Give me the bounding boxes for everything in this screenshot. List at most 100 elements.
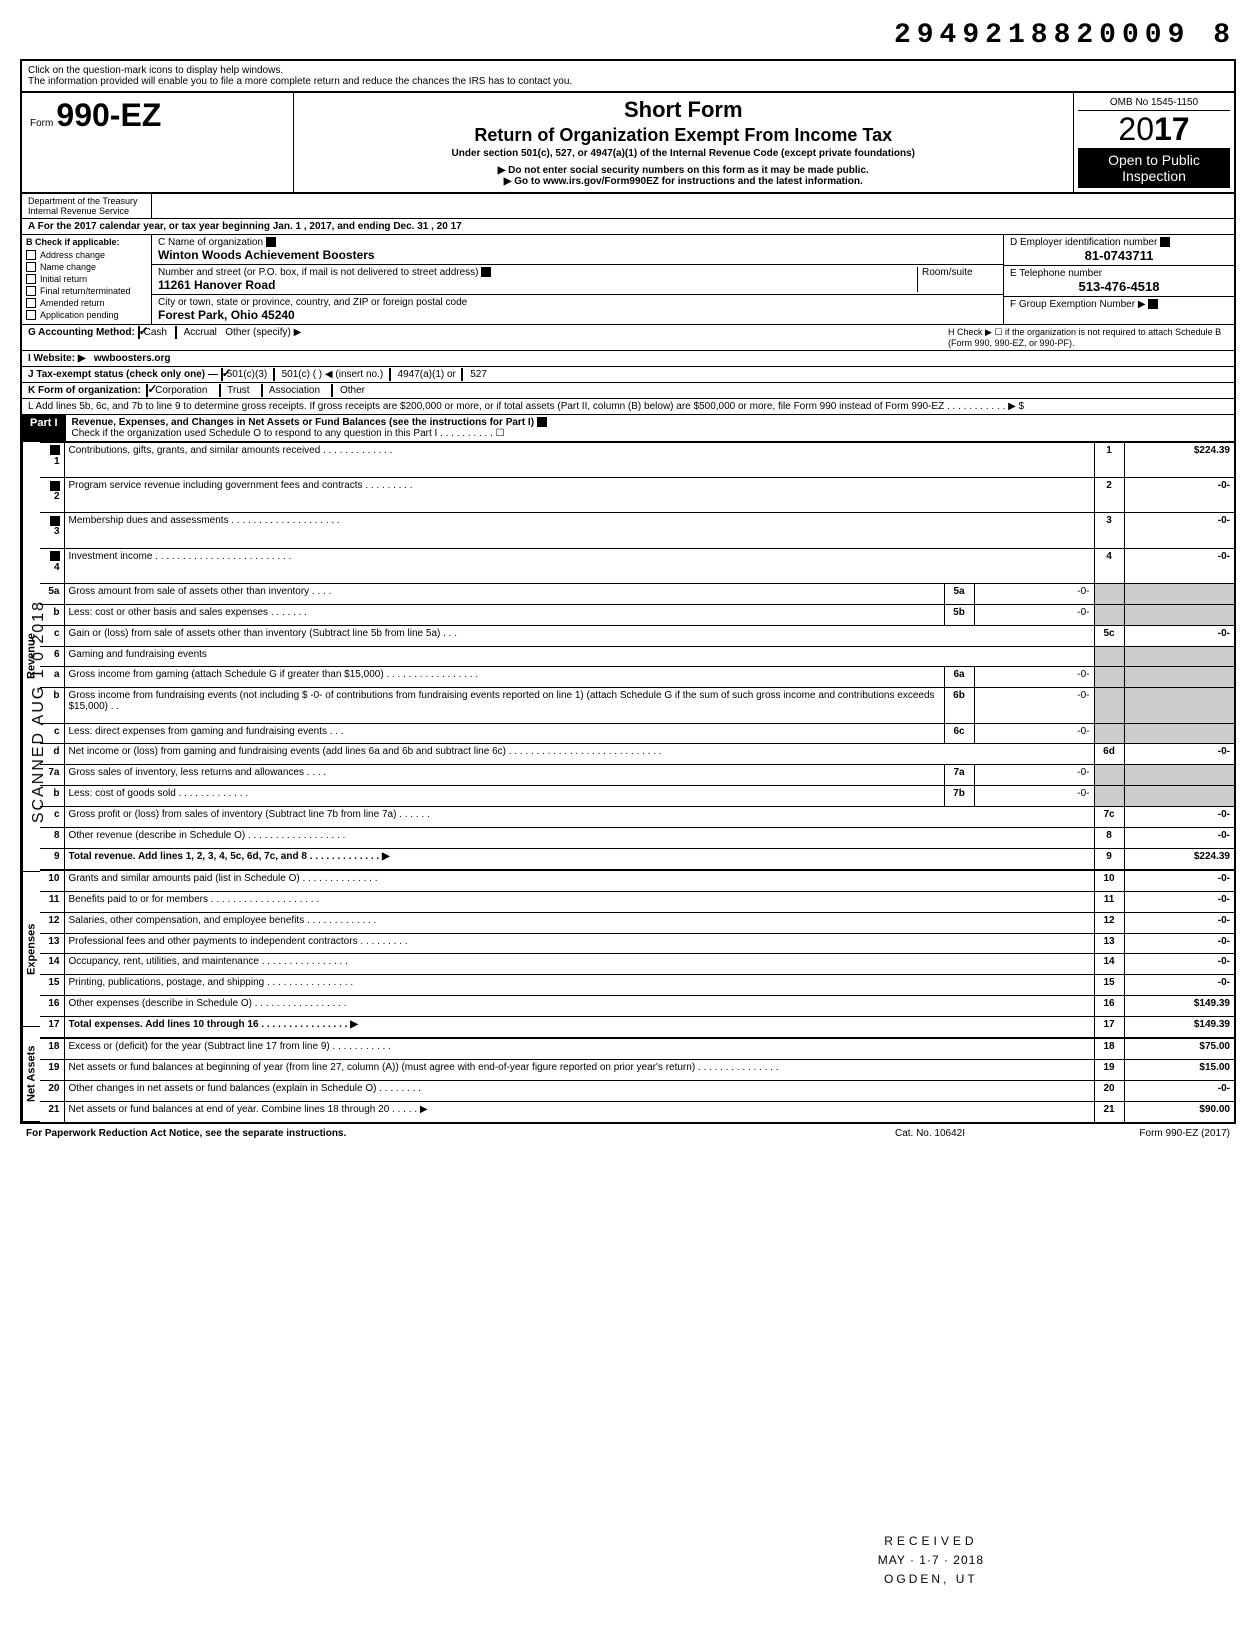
part1-header-row: Part I Revenue, Expenses, and Changes in… bbox=[22, 415, 1234, 442]
form-container: Click on the question-mark icons to disp… bbox=[20, 59, 1236, 1124]
cb-corporation[interactable] bbox=[146, 384, 148, 397]
form-title-block: Short Form Return of Organization Exempt… bbox=[293, 93, 1075, 192]
tax-year: 2017 bbox=[1078, 111, 1230, 148]
line-19: 19Net assets or fund balances at beginni… bbox=[40, 1060, 1234, 1081]
line-21: 21Net assets or fund balances at end of … bbox=[40, 1101, 1234, 1122]
department-label: Department of the TreasuryInternal Reven… bbox=[22, 194, 152, 218]
side-label-expenses: Expenses bbox=[22, 872, 40, 1027]
line-10: 10Grants and similar amounts paid (list … bbox=[40, 870, 1234, 892]
line-1: 1Contributions, gifts, grants, and simil… bbox=[40, 443, 1234, 478]
cb-527[interactable] bbox=[461, 368, 463, 381]
goto-link: ▶ Go to www.irs.gov/Form990EZ for instru… bbox=[302, 176, 1066, 187]
line-5b: bLess: cost or other basis and sales exp… bbox=[40, 604, 1234, 625]
help-icon[interactable] bbox=[50, 516, 60, 526]
f-label: F Group Exemption Number ▶ bbox=[1010, 299, 1146, 310]
row-j-tax-status: J Tax-exempt status (check only one) — 5… bbox=[22, 367, 1234, 383]
line-6c: cLess: direct expenses from gaming and f… bbox=[40, 723, 1234, 744]
addr-value: 11261 Hanover Road bbox=[158, 278, 275, 292]
help-line-1: Click on the question-mark icons to disp… bbox=[28, 65, 283, 76]
omb-year-block: OMB No 1545-1150 2017 Open to Public Ins… bbox=[1074, 93, 1234, 192]
form-prefix: Form bbox=[30, 118, 53, 129]
page-id-number: 2949218820009 8 bbox=[20, 20, 1236, 51]
line-7a: 7aGross sales of inventory, less returns… bbox=[40, 765, 1234, 786]
phone-value: 513-476-4518 bbox=[1010, 279, 1228, 294]
help-icon[interactable] bbox=[1148, 299, 1158, 309]
room-label: Room/suite bbox=[922, 267, 973, 278]
row-a-tax-year: A For the 2017 calendar year, or tax yea… bbox=[22, 219, 1234, 235]
line-3: 3Membership dues and assessments . . . .… bbox=[40, 513, 1234, 548]
under-section: Under section 501(c), 527, or 4947(a)(1)… bbox=[302, 148, 1066, 159]
side-label-revenue: Revenue bbox=[22, 442, 40, 872]
footer-form-ref: Form 990-EZ (2017) bbox=[1030, 1128, 1230, 1139]
row-k-form-org: K Form of organization: Corporation Trus… bbox=[22, 383, 1234, 399]
cb-application-pending[interactable]: Application pending bbox=[22, 309, 151, 321]
cb-other[interactable] bbox=[331, 384, 333, 397]
row-l-gross-receipts: L Add lines 5b, 6c, and 7b to line 9 to … bbox=[22, 399, 1234, 415]
help-icon[interactable] bbox=[266, 237, 276, 247]
help-line-2: The information provided will enable you… bbox=[28, 76, 572, 87]
line-8: 8Other revenue (describe in Schedule O) … bbox=[40, 827, 1234, 848]
col-de-ein-phone: D Employer identification number 81-0743… bbox=[1004, 235, 1234, 324]
line-6d: dNet income or (loss) from gaming and fu… bbox=[40, 744, 1234, 765]
help-icon[interactable] bbox=[50, 445, 60, 455]
cb-trust[interactable] bbox=[219, 384, 221, 397]
help-icon[interactable] bbox=[50, 551, 60, 561]
line-20: 20Other changes in net assets or fund ba… bbox=[40, 1081, 1234, 1102]
ssn-warning: ▶ Do not enter social security numbers o… bbox=[302, 165, 1066, 176]
d-label: D Employer identification number bbox=[1010, 237, 1157, 248]
help-icon[interactable] bbox=[1160, 237, 1170, 247]
line-4: 4Investment income . . . . . . . . . . .… bbox=[40, 548, 1234, 583]
help-icon[interactable] bbox=[537, 417, 547, 427]
org-name: Winton Woods Achievement Boosters bbox=[158, 248, 375, 262]
part1-label: Part I bbox=[22, 415, 66, 441]
row-i-website: I Website: ▶ wwboosters.org bbox=[28, 353, 171, 364]
short-form-label: Short Form bbox=[302, 97, 1066, 123]
cb-501c3[interactable] bbox=[221, 368, 223, 381]
side-label-netassets: Net Assets bbox=[22, 1027, 40, 1122]
line-7b: bLess: cost of goods sold . . . . . . . … bbox=[40, 786, 1234, 807]
cb-accrual[interactable] bbox=[175, 326, 177, 339]
cb-final-return[interactable]: Final return/terminated bbox=[22, 285, 151, 297]
row-h: H Check ▶ ☐ if the organization is not r… bbox=[948, 327, 1228, 348]
footer: For Paperwork Reduction Act Notice, see … bbox=[20, 1124, 1236, 1143]
line-15: 15Printing, publications, postage, and s… bbox=[40, 975, 1234, 996]
line-18: 18Excess or (deficit) for the year (Subt… bbox=[40, 1038, 1234, 1060]
line-9: 9Total revenue. Add lines 1, 2, 3, 4, 5c… bbox=[40, 848, 1234, 870]
city-value: Forest Park, Ohio 45240 bbox=[158, 308, 295, 322]
line-13: 13Professional fees and other payments t… bbox=[40, 933, 1234, 954]
help-icon[interactable] bbox=[481, 267, 491, 277]
form-number-block: Form 990-EZ bbox=[22, 93, 293, 192]
col-c-org-info: C Name of organization Winton Woods Achi… bbox=[152, 235, 1004, 324]
cb-amended-return[interactable]: Amended return bbox=[22, 297, 151, 309]
ein-value: 81-0743711 bbox=[1010, 248, 1228, 263]
received-stamp: RECEIVED MAY · 1·7 · 2018 OGDEN, UT bbox=[878, 1532, 984, 1590]
omb-number: OMB No 1545-1150 bbox=[1078, 97, 1230, 111]
cb-association[interactable] bbox=[261, 384, 263, 397]
e-label: E Telephone number bbox=[1010, 268, 1102, 279]
line-17: 17Total expenses. Add lines 10 through 1… bbox=[40, 1017, 1234, 1039]
city-label: City or town, state or province, country… bbox=[158, 297, 467, 308]
cb-4947[interactable] bbox=[389, 368, 391, 381]
help-icon[interactable] bbox=[50, 481, 60, 491]
line-11: 11Benefits paid to or for members . . . … bbox=[40, 891, 1234, 912]
line-7c: cGross profit or (loss) from sales of in… bbox=[40, 807, 1234, 828]
line-16: 16Other expenses (describe in Schedule O… bbox=[40, 996, 1234, 1017]
cb-name-change[interactable]: Name change bbox=[22, 261, 151, 273]
form-number: 990-EZ bbox=[56, 97, 161, 134]
line-6b: bGross income from fundraising events (n… bbox=[40, 688, 1234, 723]
cb-cash[interactable] bbox=[138, 326, 140, 339]
line-2: 2Program service revenue including gover… bbox=[40, 478, 1234, 513]
line-5a: 5aGross amount from sale of assets other… bbox=[40, 583, 1234, 604]
cb-address-change[interactable]: Address change bbox=[22, 249, 151, 261]
row-g-accounting: G Accounting Method: Cash Accrual Other … bbox=[28, 327, 948, 348]
instructions-spacer bbox=[152, 194, 1234, 218]
line-5c: cGain or (loss) from sale of assets othe… bbox=[40, 625, 1234, 646]
line-6a: aGross income from gaming (attach Schedu… bbox=[40, 667, 1234, 688]
open-public-badge: Open to Public Inspection bbox=[1078, 148, 1230, 188]
footer-paperwork: For Paperwork Reduction Act Notice, see … bbox=[26, 1128, 830, 1139]
line-6: 6Gaming and fundraising events bbox=[40, 646, 1234, 667]
help-text: Click on the question-mark icons to disp… bbox=[22, 61, 1234, 93]
cb-501c[interactable] bbox=[273, 368, 275, 381]
return-title: Return of Organization Exempt From Incom… bbox=[302, 125, 1066, 146]
cb-initial-return[interactable]: Initial return bbox=[22, 273, 151, 285]
